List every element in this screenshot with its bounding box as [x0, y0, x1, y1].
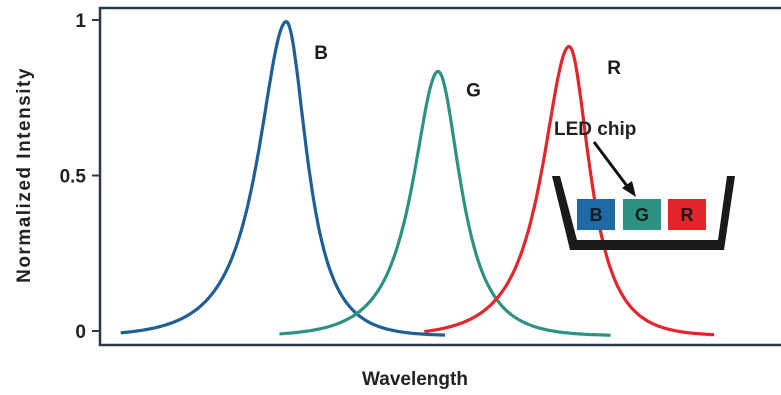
led-chip-g	[623, 199, 661, 230]
plot-frame	[98, 6, 781, 347]
series-line-g	[279, 69, 611, 337]
x-axis-label: Wavelength	[362, 369, 468, 390]
led-chip-r	[668, 199, 706, 230]
y-tick-label: 1	[75, 11, 86, 32]
led-chip-inset: LED chip B G R	[552, 119, 735, 250]
led-chip-label-r: R	[681, 205, 694, 225]
series-labels: B G R	[314, 43, 621, 102]
led-chip-arrowhead	[622, 181, 636, 197]
series-label-r: R	[607, 58, 621, 79]
led-chip-label-b: B	[590, 205, 603, 225]
led-chip-label-g: G	[635, 205, 649, 225]
spectrum-curves	[120, 20, 715, 337]
led-chip-arrow-line	[592, 141, 632, 191]
series-line-b	[120, 20, 446, 337]
led-chip-label: LED chip	[554, 119, 636, 140]
y-axis-label: Normalized Intensity	[14, 67, 35, 283]
series-line-r	[424, 44, 715, 337]
led-cup	[552, 176, 735, 250]
led-chip-b	[577, 199, 615, 230]
y-tick-label: 0	[75, 322, 86, 343]
series-label-b: B	[314, 43, 328, 64]
series-label-g: G	[466, 81, 481, 102]
y-ticks: 00.51	[60, 11, 100, 343]
y-tick-label: 0.5	[60, 167, 87, 188]
